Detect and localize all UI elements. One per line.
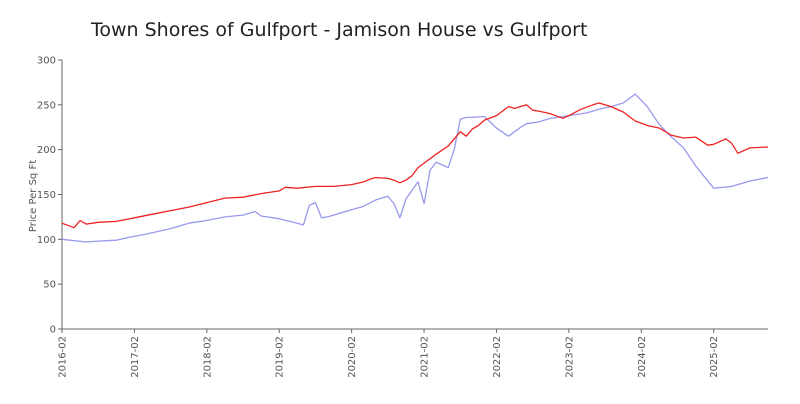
x-tick-label: 2023-02 [564, 336, 575, 378]
y-tick-label: 50 [43, 280, 56, 291]
series-line-1 [61, 102, 769, 229]
series-layer [61, 93, 769, 243]
x-tick-label: 2021-02 [420, 336, 431, 378]
y-tick-label: 200 [37, 145, 56, 156]
y-tick-label: 100 [37, 235, 56, 246]
y-tick-label: 300 [37, 56, 56, 67]
series-line-2 [61, 93, 769, 243]
axes: 0 50 100 150 200 250 300 2016-02 2017-02 2018-02 2… [37, 56, 768, 378]
y-tick-label: 250 [37, 100, 56, 111]
x-tick-label: 2017-02 [130, 336, 141, 378]
chart-title: Town Shores of Gulfport - Jamison House … [90, 19, 587, 41]
x-tick-label: 2018-02 [202, 336, 213, 378]
x-tick-label: 2022-02 [492, 336, 503, 378]
x-tick-label: 2019-02 [275, 336, 286, 378]
x-tick-label: 2025-02 [709, 336, 720, 378]
y-tick-label: 150 [37, 190, 56, 201]
x-tick-label: 2020-02 [347, 336, 358, 378]
x-tick-label: 2016-02 [58, 336, 69, 378]
y-axis-label: Price Per Sq Ft [28, 160, 39, 232]
x-tick-label: 2024-02 [637, 336, 648, 378]
y-tick-label: 0 [50, 325, 56, 336]
